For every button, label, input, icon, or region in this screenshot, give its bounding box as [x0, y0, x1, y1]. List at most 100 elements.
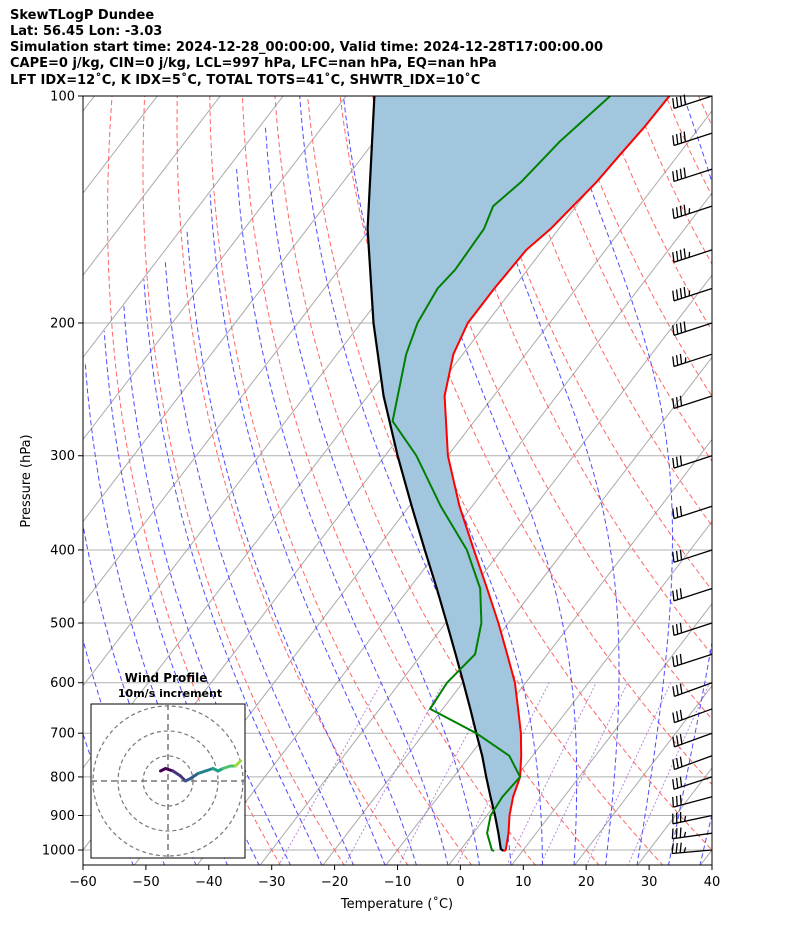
dry-adiabat-50	[372, 96, 712, 786]
wind-barb-flag	[679, 353, 683, 365]
wind-barb-flag	[675, 289, 679, 300]
wind-barb-140	[672, 204, 713, 220]
wind-barb-950	[671, 827, 713, 840]
moist-adiabat-0	[236, 169, 449, 865]
dry-adiabat-20	[274, 96, 600, 865]
wind-barb-flag	[672, 712, 676, 723]
indices-line-1: CAPE=0 j/kg, CIN=0 j/kg, LCL=997 hPa, LF…	[10, 56, 497, 71]
wind-barb-flag	[679, 842, 682, 853]
wind-barb-flag	[679, 622, 683, 633]
wind-barb-flag	[679, 733, 683, 745]
y-tick-label-200: 200	[50, 316, 75, 331]
wind-barb-800	[672, 776, 713, 790]
wind-barb-flag	[679, 132, 683, 144]
moist-adiabat-20	[397, 96, 578, 865]
hodograph-title: Wind Profile	[125, 671, 208, 685]
y-axis-label: Pressure (hPa)	[19, 434, 34, 527]
x-axis-label: Temperature (˚C)	[340, 896, 453, 912]
x-tick-label--40: −40	[195, 875, 222, 890]
chart-title: SkewTLogP Dundee	[10, 8, 155, 23]
wind-barb-1000	[671, 842, 713, 855]
wind-barb-staff	[672, 814, 713, 825]
wind-barb-650	[672, 708, 713, 724]
wind-barb-flag	[675, 96, 679, 108]
x-tick-label-20: 20	[578, 875, 595, 890]
wind-barb-flag	[672, 779, 675, 790]
isotherm--120	[83, 96, 284, 359]
x-tick-label-40: 40	[704, 875, 721, 890]
wind-barb-flag	[675, 355, 679, 366]
wind-barb-flag	[683, 131, 687, 142]
moist-adiabat--5	[209, 194, 417, 865]
wind-barb-flag	[672, 590, 675, 601]
wind-barb-900	[672, 811, 713, 825]
x-tick-label-30: 30	[641, 875, 658, 890]
mixing-ratio-2	[398, 682, 495, 865]
temperature-profile-line	[443, 96, 671, 852]
wind-barb-850	[672, 794, 713, 808]
wind-barb-flag	[672, 171, 675, 182]
isotherm--100	[83, 96, 410, 523]
wind-barb-flag	[679, 455, 683, 466]
moist-adiabat--15	[164, 259, 354, 865]
dry-adiabat--20	[142, 96, 345, 865]
cape-cin-shading	[367, 96, 670, 851]
wind-barb-100	[672, 94, 713, 109]
isotherm--130	[83, 96, 221, 277]
wind-barb-staff	[673, 622, 713, 637]
isotherm-10	[511, 602, 712, 865]
wind-barb-flag	[683, 286, 687, 298]
wind-barb-flag	[679, 395, 683, 407]
wind-barb-staff	[674, 732, 713, 748]
wind-barb-flag	[683, 321, 687, 332]
hodograph-trace-segment	[189, 772, 200, 780]
wind-barb-flag	[672, 508, 675, 519]
wind-barb-staff	[673, 322, 713, 336]
wind-barb-400	[672, 549, 713, 563]
wind-barb-staff	[673, 653, 713, 668]
isotherm-20	[574, 684, 712, 865]
wind-barb-flag	[679, 505, 683, 517]
hodograph-trace-segment	[234, 759, 242, 768]
dry-adiabat-150	[698, 96, 712, 128]
isotherm--110	[83, 96, 347, 441]
wind-barb-staff	[672, 849, 713, 855]
wind-barb-300	[672, 455, 713, 469]
dewpoint-profile-line	[391, 96, 611, 852]
parcel-profile-line	[366, 96, 505, 852]
dry-adiabat-70	[437, 96, 712, 656]
wind-barb-flag	[672, 625, 675, 636]
wind-barb-flag	[679, 776, 683, 787]
wind-barb-flag	[672, 552, 675, 563]
profiles	[366, 96, 671, 852]
wind-barb-flag	[672, 457, 675, 469]
wind-barb-flag	[675, 207, 679, 218]
wind-barb-200	[672, 321, 713, 336]
wind-barb-flag	[675, 507, 679, 518]
wind-barb-flag	[679, 794, 682, 806]
wind-barb-500	[672, 622, 713, 637]
wind-barb-staff	[673, 395, 713, 410]
x-tick-label--50: −50	[132, 875, 159, 890]
wind-barb-350	[672, 505, 713, 520]
wind-barb-flag	[675, 795, 678, 807]
wind-barb-flag	[675, 684, 679, 696]
wind-barb-flag	[672, 656, 675, 667]
dry-adiabat-100	[535, 96, 712, 462]
wind-barb-flag	[675, 757, 679, 769]
dry-adiabat-60	[404, 96, 712, 721]
wind-barb-flag	[672, 796, 675, 808]
moist-adiabat--25	[123, 306, 292, 865]
wind-barb-flag	[679, 168, 683, 180]
wind-barb-flag	[671, 828, 674, 839]
time-line: Simulation start time: 2024-12-28_00:00:…	[10, 40, 603, 55]
wind-barb-flag	[672, 325, 675, 336]
wind-barb-700	[672, 732, 713, 748]
wind-barb-staff	[673, 249, 713, 263]
wind-barb-flag	[683, 847, 687, 853]
wind-barb-staff	[673, 353, 713, 368]
wind-barb-flag	[672, 356, 675, 367]
x-tick-label--10: −10	[384, 875, 411, 890]
x-tick-label--20: −20	[321, 875, 348, 890]
